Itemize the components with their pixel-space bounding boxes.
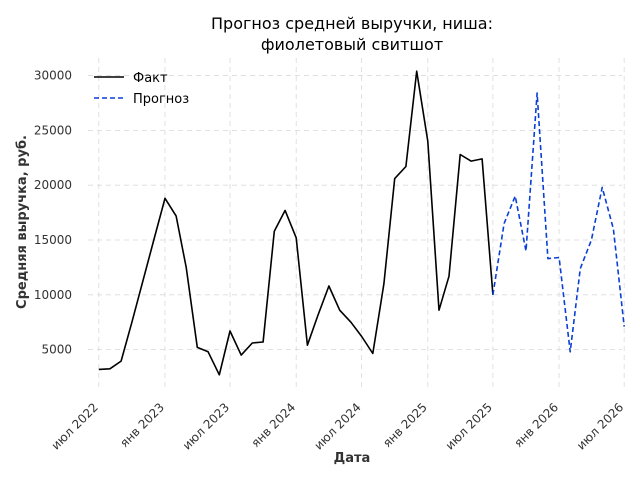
x-tick-label: июл 2026 [574, 400, 626, 452]
y-tick-label: 15000 [34, 233, 72, 247]
series-line-fact [98, 70, 494, 376]
series [98, 70, 625, 376]
x-axis-ticks: июл 2022 янв 2023 июл 2023 янв 2024 июл 2024… [49, 400, 627, 452]
x-tick-label: июл 2023 [180, 400, 232, 452]
chart-title-line-2: фиолетовый свитшот [261, 35, 443, 54]
x-tick-label: июл 2022 [49, 400, 101, 452]
x-tick-label: янв 2026 [511, 400, 561, 450]
y-tick-label: 25000 [34, 123, 72, 137]
x-tick-label: янв 2024 [248, 400, 298, 450]
y-tick-label: 10000 [34, 288, 72, 302]
x-tick-label: янв 2023 [117, 400, 167, 450]
legend-label-fact: Факт [133, 71, 168, 86]
y-tick-label: 5000 [41, 343, 72, 357]
x-tick-label: июл 2024 [311, 400, 363, 452]
x-axis-label: Дата [334, 451, 371, 466]
x-tick-label: янв 2025 [380, 400, 430, 450]
y-tick-label: 20000 [34, 178, 72, 192]
legend-label-forecast: Прогноз [133, 92, 189, 107]
y-axis-ticks: 5000 10000 15000 20000 25000 30000 [34, 69, 72, 357]
x-tick-label: июл 2025 [443, 400, 495, 452]
y-tick-label: 30000 [34, 69, 72, 83]
chart-title-line-1: Прогноз средней выручки, ниша: [211, 14, 493, 33]
legend: Факт Прогноз [94, 71, 189, 107]
y-axis-label: Средняя выручка, руб. [15, 135, 30, 309]
series-line-forecast [492, 92, 625, 353]
grid [88, 58, 625, 388]
